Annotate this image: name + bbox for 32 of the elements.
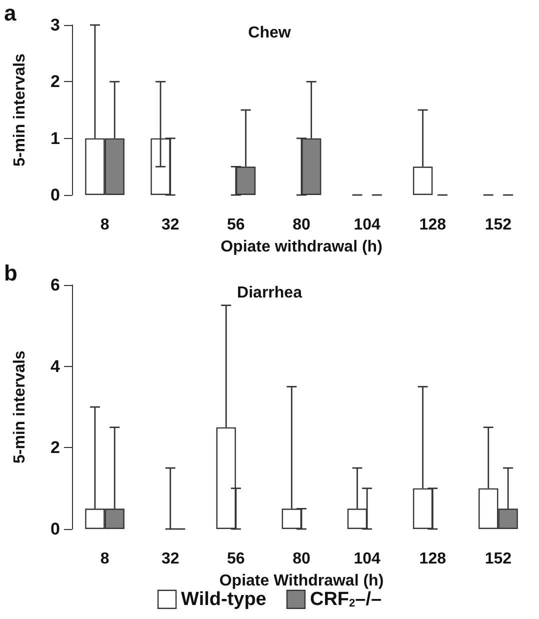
text: b (4, 260, 18, 286)
x-tick-label: 32 (161, 216, 180, 234)
y-axis-title: 5-min intervals (12, 53, 28, 166)
x-axis-title: Opiate withdrawal (h) (220, 238, 382, 256)
y-axis-title: 5-min intervals (12, 350, 28, 464)
y-tick-label: 6 (50, 276, 60, 294)
y-tick-label: 3 (50, 16, 60, 34)
x-tick-label: 32 (161, 550, 180, 568)
chart-title: Chew (248, 24, 292, 42)
x-tick-label: 8 (100, 550, 110, 568)
x-tick-label: 8 (100, 216, 110, 234)
x-tick-label: 128 (419, 216, 446, 234)
chart-title: Diarrhea (237, 284, 302, 302)
x-tick-label: 128 (419, 550, 446, 568)
y-tick-label: 4 (50, 356, 61, 376)
legend-label: CRF2–/– (310, 588, 382, 610)
x-tick-label: 56 (227, 216, 245, 234)
y-tick-label: 0 (50, 186, 60, 204)
y-tick-label: 0 (50, 520, 60, 538)
x-axis-title: Opiate Withdrawal (h) (219, 572, 384, 590)
text: a (4, 0, 17, 26)
x-tick-label: 104 (354, 550, 381, 568)
y-tick-label: 2 (50, 438, 60, 458)
x-tick-label: 80 (292, 550, 310, 568)
x-tick-label: 80 (292, 216, 310, 234)
x-tick-label: 152 (484, 550, 512, 568)
legend-label: Wild-type (181, 588, 266, 610)
y-tick-label: 1 (50, 128, 60, 148)
x-tick-label: 152 (484, 216, 512, 234)
x-tick-label: 104 (354, 216, 381, 234)
x-tick-label: 56 (227, 550, 245, 568)
y-tick-label: 2 (50, 72, 60, 92)
